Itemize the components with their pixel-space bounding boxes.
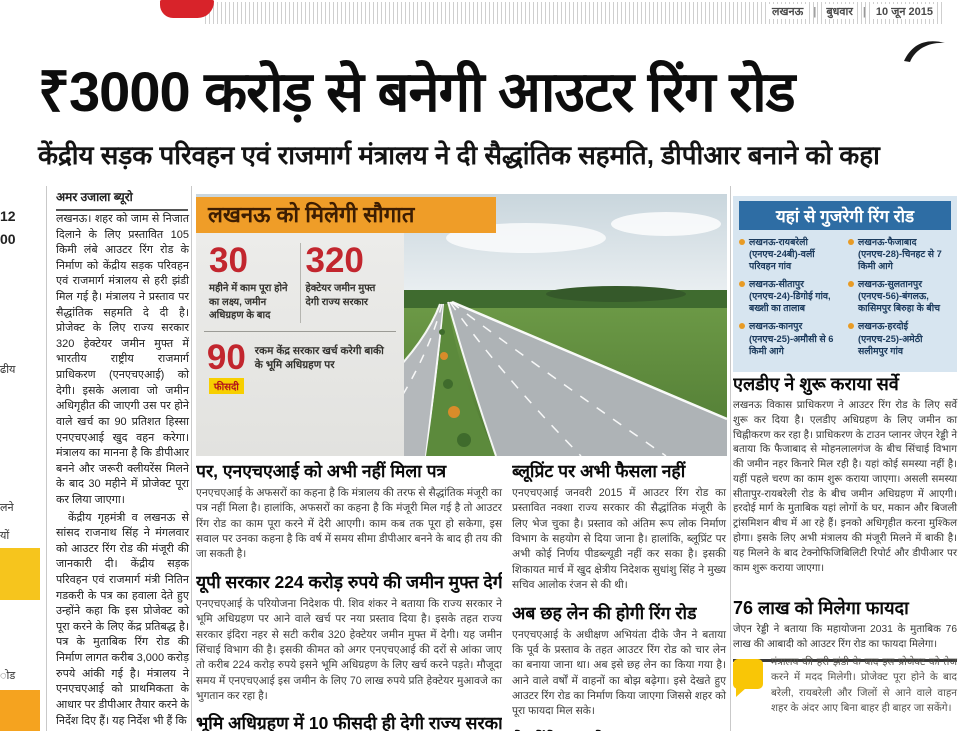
column-divider bbox=[730, 186, 731, 731]
margin-fragment: ोड bbox=[0, 670, 16, 682]
quote-text: मंत्रालय की हरी झंडी के बाद इस प्रोजेक्ट… bbox=[771, 657, 957, 715]
swoosh-graphic bbox=[904, 41, 945, 62]
section-heading: एलडीए ने शुरू कराया सर्वे bbox=[733, 374, 899, 394]
section-body: एनएचएआई के अफसरों का कहना है कि मंत्रालय… bbox=[196, 487, 502, 561]
route-item-text: लखनऊ-हरदोई (एनएच-25)-अमेठी सलीमपुर गांव bbox=[858, 321, 923, 356]
margin-yellow-block bbox=[0, 548, 40, 600]
stats-divider bbox=[204, 330, 396, 332]
bullet-dot-icon bbox=[739, 239, 745, 245]
margin-fragment: यों bbox=[0, 530, 10, 542]
route-item: लखनऊ-हरदोई (एनएच-25)-अमेठी सलीमपुर गांव bbox=[848, 320, 951, 356]
section-heading: अब छह लेन की होगी रिंग रोड bbox=[512, 602, 697, 623]
section-free-land: यूपी सरकार 224 करोड़ रुपये की जमीन मुफ्त… bbox=[196, 570, 502, 705]
margin-fragment: लने bbox=[0, 502, 14, 514]
section-heading: 76 लाख को मिलेगा फायदा bbox=[733, 598, 909, 618]
section-ten-percent: भूमि अधिग्रहण में 10 फीसदी ही देगी राज्य… bbox=[196, 711, 502, 731]
center-column-left: पर, एनएचएआई को अभी नहीं मिला पत्र एनएचएआ… bbox=[196, 459, 502, 731]
stat-number: 320 bbox=[305, 241, 364, 280]
route-box-title: यहां से गुजरेगी रिंग रोड bbox=[739, 201, 951, 230]
center-column-right: ब्लूप्रिंट पर अभी फैसला नहीं एनएचएआई जनव… bbox=[512, 459, 726, 731]
bullet-dot-icon bbox=[848, 281, 854, 288]
route-item: लखनऊ-फैजाबाद (एनएच-28)-चिनहट से 7 किमी आ… bbox=[848, 236, 951, 272]
sub-headline: केंद्रीय सड़क परिवहन एवं राजमार्ग मंत्रा… bbox=[38, 140, 880, 170]
stat-label: महीने में काम पूरा होने का लक्ष्य, जमीन … bbox=[209, 283, 288, 321]
stat-number: 90 bbox=[206, 337, 246, 377]
column-divider bbox=[46, 186, 47, 731]
stat-90-percent: 90 फीसदी रकम केंद्र सरकार खर्च करेगी बाक… bbox=[204, 340, 396, 395]
section-heading: पर, एनएचएआई को अभी नहीं मिला पत्र bbox=[196, 461, 447, 481]
lead-paragraph: लखनऊ। शहर को जाम से निजात दिलाने के लिए … bbox=[56, 213, 189, 506]
byline: अमर उजाला ब्यूरो bbox=[56, 188, 188, 211]
margin-orange-block bbox=[0, 690, 40, 731]
section-body: एनएचएआई के परियोजना निदेशक पी. शिव शंकर … bbox=[196, 597, 502, 702]
stat-label: रकम केंद्र सरकार खर्च करेगी बाकी के भूमि… bbox=[254, 344, 384, 372]
section-body: एनएचएआई जनवरी 2015 में आउटर रिंग रोड का … bbox=[512, 487, 726, 592]
page-title: ₹3000 करोड़ से बनेगी आउटर रिंग रोड bbox=[38, 60, 796, 123]
speech-quote-icon bbox=[733, 659, 763, 697]
lead-article: लखनऊ। शहर को जाम से निजात दिलाने के लिए … bbox=[56, 212, 189, 731]
lead-paragraph: केंद्रीय गृहमंत्री व लखनऊ से सांसद राजना… bbox=[56, 511, 189, 727]
section-heading: यूपी सरकार 224 करोड़ रुपये की जमीन मुफ्त… bbox=[196, 571, 502, 592]
margin-fragment: 12 bbox=[0, 208, 16, 224]
route-item-text: लखनऊ-फैजाबाद (एनएच-28)-चिनहट से 7 किमी आ… bbox=[858, 237, 942, 272]
route-item: लखनऊ-कानपुर (एनएच-25)-अमौसी से 6 किमी आग… bbox=[739, 320, 842, 356]
benefit-section: 76 लाख को मिलेगा फायदा जेएन रेड्डी ने बत… bbox=[733, 596, 957, 662]
masthead-stripes bbox=[205, 2, 945, 24]
route-box: यहां से गुजरेगी रिंग रोड लखनऊ-रायबरेली (… bbox=[733, 196, 957, 372]
section-heading: ये होंगे फायदे bbox=[512, 727, 726, 731]
column-divider bbox=[191, 186, 192, 731]
section-blueprint: ब्लूप्रिंट पर अभी फैसला नहीं एनएचएआई जनव… bbox=[512, 459, 726, 594]
margin-fragment: ढीय bbox=[0, 364, 16, 376]
section-six-lane: अब छह लेन की होगी रिंग रोड एनएचएआई के अध… bbox=[512, 601, 726, 720]
bullet-dot-icon bbox=[739, 323, 745, 330]
divider: | bbox=[813, 5, 817, 18]
photo-caption-banner: लखनऊ को मिलेगी सौगात bbox=[196, 197, 496, 233]
amar-ujala-logo-fragment bbox=[160, 0, 214, 18]
stat-30-months: 30 महीने में काम पूरा होने का लक्ष्य, जम… bbox=[204, 243, 300, 323]
masthead-date: 10 जून 2015 bbox=[872, 4, 936, 19]
route-item: लखनऊ-सीतापुर (एनएच-24)-डिगोई गांव, बख्शी… bbox=[739, 278, 842, 314]
section-no-letter: पर, एनएचएआई को अभी नहीं मिला पत्र एनएचएआ… bbox=[196, 459, 502, 563]
stat-number: 30 bbox=[209, 241, 248, 280]
section-heading: ब्लूप्रिंट पर अभी फैसला नहीं bbox=[512, 461, 686, 481]
route-item: लखनऊ-रायबरेली (एनएच-24बी)-वर्ली परिवहन ग… bbox=[739, 236, 842, 272]
section-heading: भूमि अधिग्रहण में 10 फीसदी ही देगी राज्य… bbox=[196, 713, 502, 731]
section-benefits-header: ये होंगे फायदे bbox=[512, 727, 726, 731]
stats-panel: 30 महीने में काम पूरा होने का लक्ष्य, जम… bbox=[196, 233, 404, 456]
route-col-left: लखनऊ-रायबरेली (एनएच-24बी)-वर्ली परिवहन ग… bbox=[739, 236, 842, 363]
bullet-dot-icon bbox=[848, 239, 854, 245]
masthead-day: बुधवार bbox=[823, 4, 856, 19]
section-body: जेएन रेड्डी ने बताया कि महायोजना 2031 के… bbox=[733, 623, 957, 662]
route-item-text: लखनऊ-सुलतानपुर (एनएच-56)-बंगलऊ, कासिमपुर… bbox=[858, 279, 941, 314]
divider: | bbox=[862, 5, 866, 18]
stat-chip: फीसदी bbox=[208, 377, 244, 394]
route-item-text: लखनऊ-सीतापुर (एनएच-24)-डिगोई गांव, बख्शी… bbox=[749, 279, 831, 314]
masthead-city: लखनऊ bbox=[769, 4, 807, 19]
route-item-text: लखनऊ-रायबरेली (एनएच-24बी)-वर्ली परिवहन ग… bbox=[749, 237, 815, 272]
bullet-dot-icon bbox=[739, 281, 745, 288]
stat-320-hectare: 320 हेक्टेयर जमीन मुफ्त देगी राज्य सरकार bbox=[299, 241, 397, 323]
route-item-text: लखनऊ-कानपुर (एनएच-25)-अमौसी से 6 किमी आग… bbox=[749, 321, 834, 356]
margin-fragment: 00 bbox=[0, 231, 16, 247]
section-body: एनएचएआई के अधीक्षण अभियंता दीके जैन ने ब… bbox=[512, 628, 726, 718]
section-body: लखनऊ विकास प्राधिकरण ने आउटर रिंग रोड के… bbox=[733, 400, 957, 574]
bullet-dot-icon bbox=[848, 323, 854, 330]
masthead-dateline: लखनऊ | बुधवार | 10 जून 2015 bbox=[769, 4, 936, 19]
quote-block: मंत्रालय की हरी झंडी के बाद इस प्रोजेक्ट… bbox=[733, 655, 957, 717]
survey-section: एलडीए ने शुरू कराया सर्वे लखनऊ विकास प्र… bbox=[733, 372, 957, 576]
route-item: लखनऊ-सुलतानपुर (एनएच-56)-बंगलऊ, कासिमपुर… bbox=[848, 278, 951, 314]
route-col-right: लखनऊ-फैजाबाद (एनएच-28)-चिनहट से 7 किमी आ… bbox=[848, 236, 951, 363]
stat-label: हेक्टेयर जमीन मुफ्त देगी राज्य सरकार bbox=[305, 283, 376, 308]
